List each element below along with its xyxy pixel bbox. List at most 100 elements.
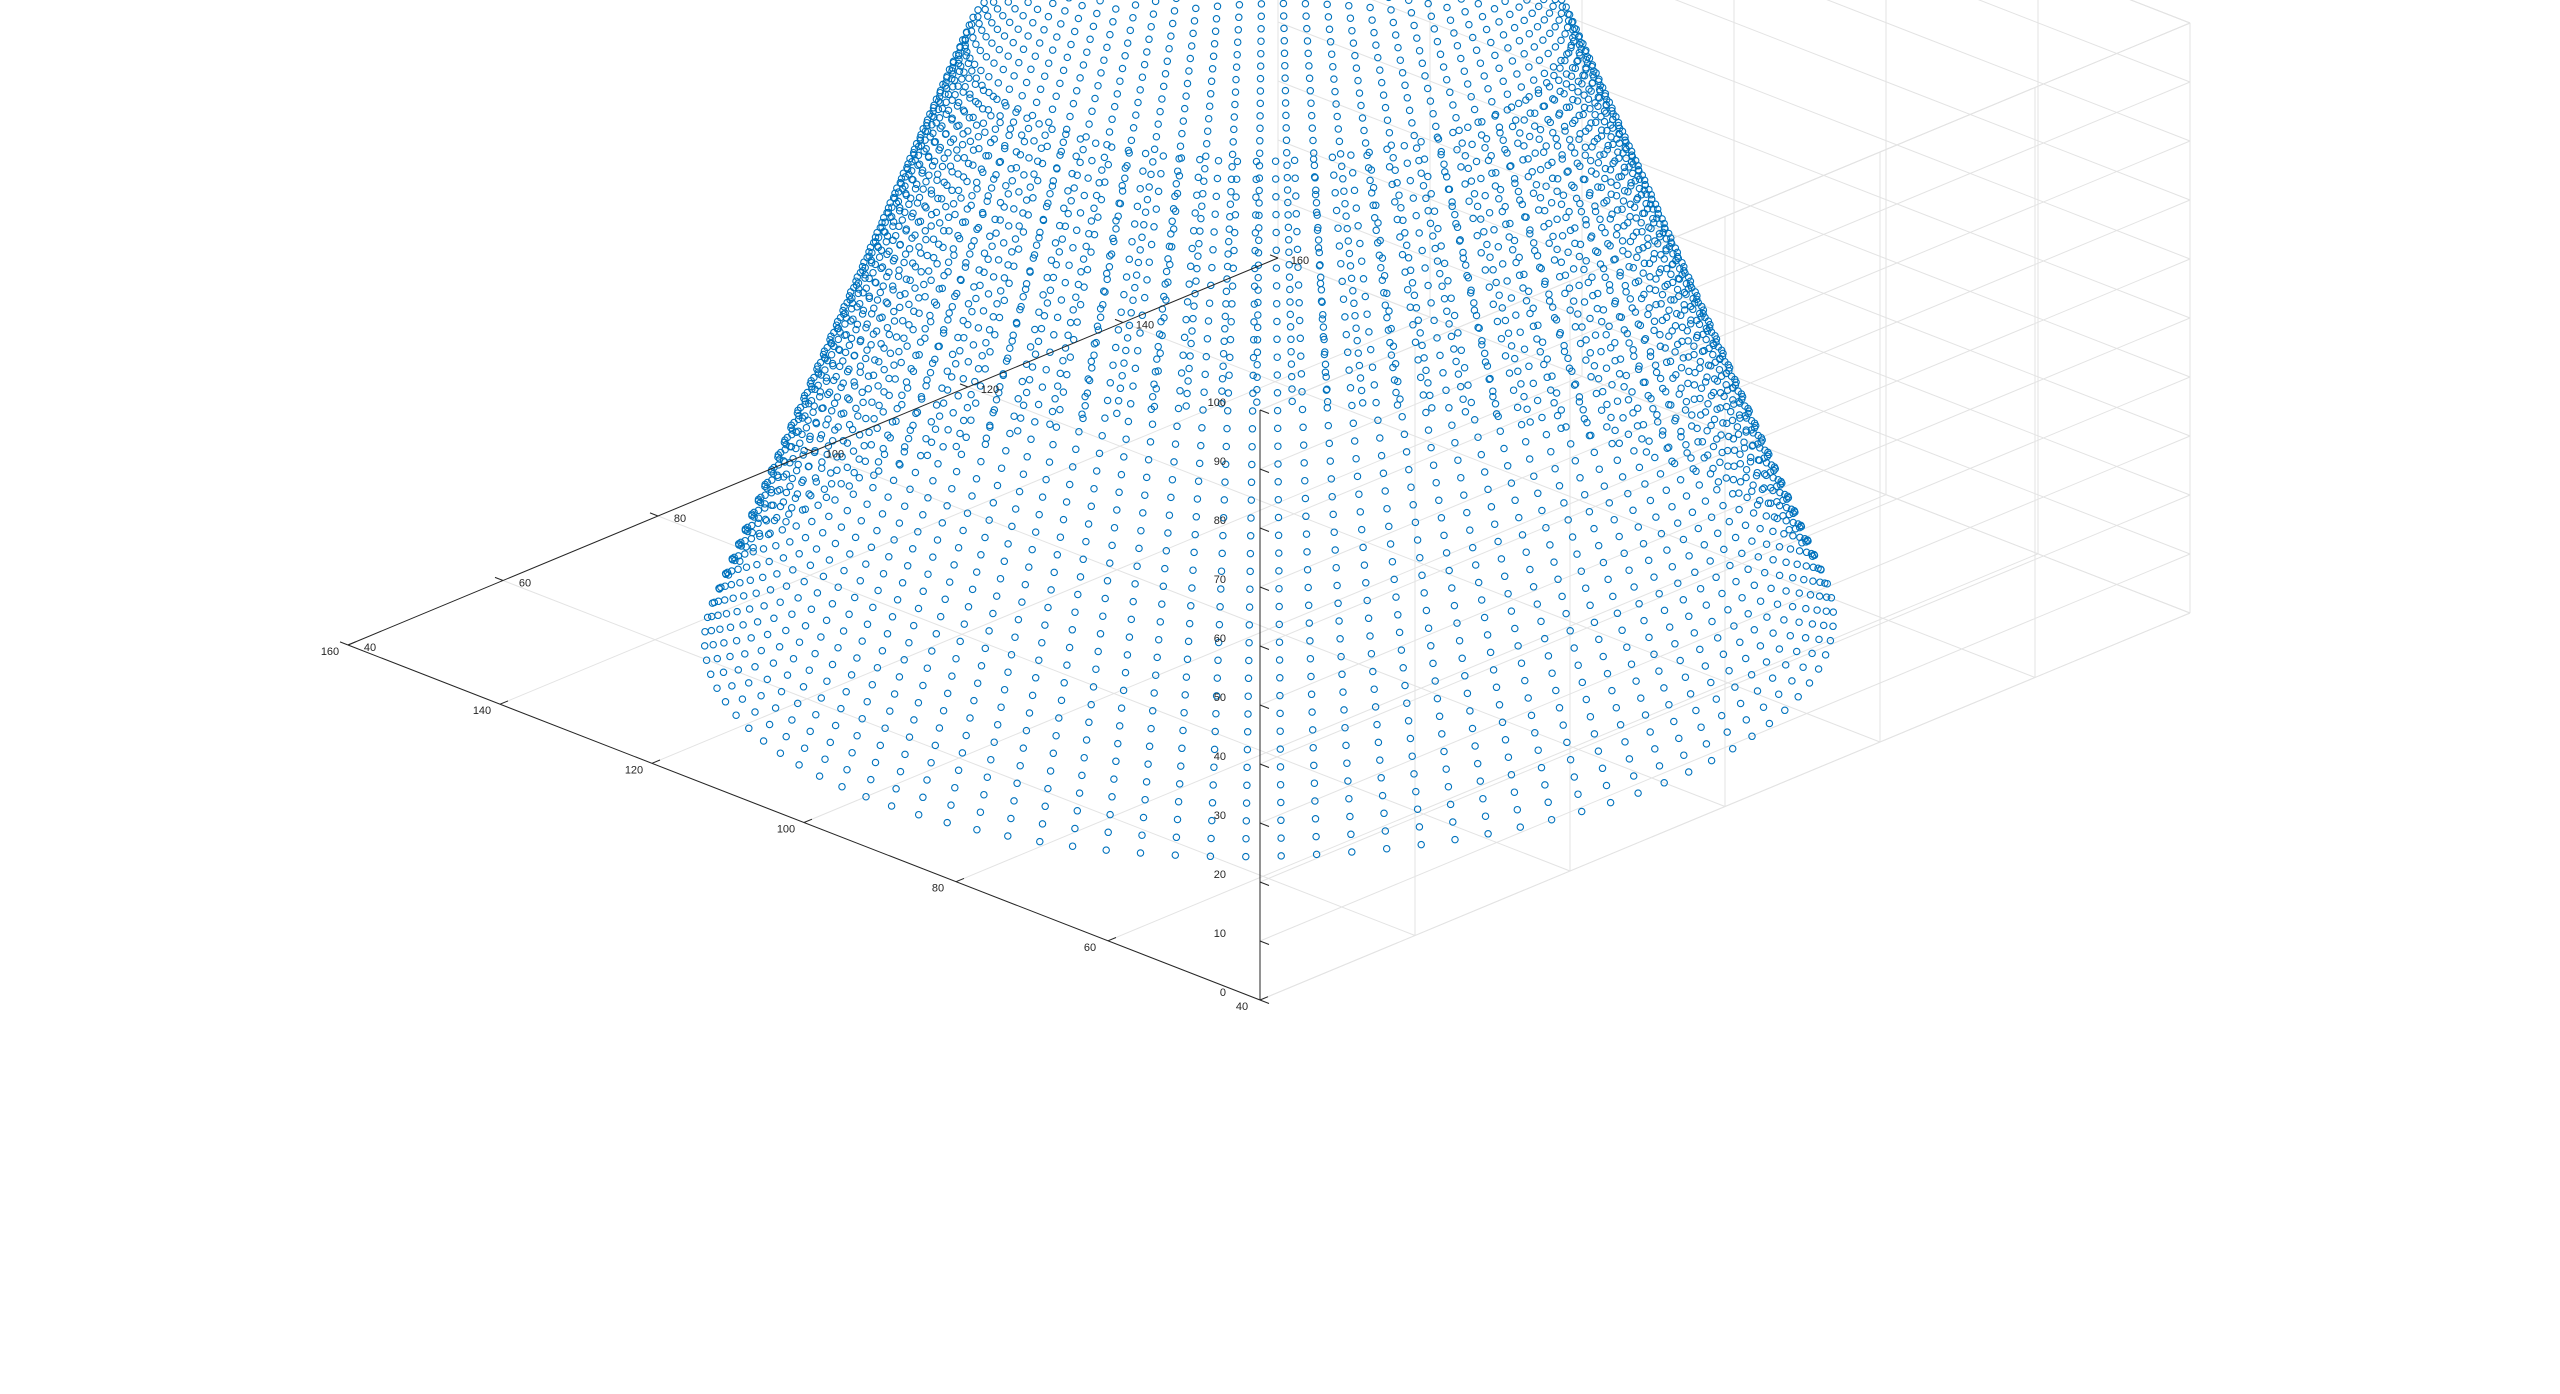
data-point	[900, 502, 909, 510]
data-point	[969, 113, 977, 122]
data-point	[1448, 202, 1456, 211]
data-point	[1577, 207, 1586, 216]
data-point	[1546, 29, 1554, 38]
data-point	[1519, 156, 1527, 164]
data-point	[1618, 626, 1626, 635]
data-point	[1084, 520, 1093, 528]
data-point	[1346, 262, 1355, 270]
data-point	[1594, 747, 1603, 755]
data-point	[1052, 731, 1060, 740]
data-point	[1221, 325, 1229, 333]
data-point	[1410, 291, 1419, 300]
data-point	[1031, 325, 1039, 334]
data-point	[1754, 456, 1763, 464]
data-point	[1276, 780, 1285, 789]
data-point	[1095, 179, 1103, 187]
data-point	[780, 438, 789, 447]
data-point	[1524, 694, 1532, 702]
data-point	[1473, 202, 1482, 211]
data-point	[1059, 388, 1068, 396]
data-point	[1467, 398, 1476, 407]
data-point	[754, 514, 763, 522]
data-point	[1762, 512, 1771, 520]
data-point	[1276, 709, 1284, 718]
data-point	[1198, 202, 1206, 210]
data-point	[983, 12, 992, 20]
data-point	[956, 429, 964, 438]
data-point	[1489, 666, 1498, 674]
data-point	[1277, 834, 1285, 842]
data-point	[1641, 480, 1649, 488]
data-point	[1486, 253, 1494, 261]
data-point	[1380, 271, 1389, 280]
data-point	[1001, 141, 1009, 150]
data-point	[879, 569, 888, 578]
data-point	[1600, 482, 1609, 490]
data-point	[1492, 683, 1501, 692]
data-point	[1120, 453, 1128, 461]
z-tick-label: 70	[1214, 574, 1226, 586]
data-point	[856, 577, 865, 585]
data-point	[1000, 296, 1009, 305]
data-point	[1607, 178, 1615, 186]
data-point	[1503, 149, 1511, 157]
data-point	[1136, 849, 1145, 857]
data-point	[1295, 299, 1303, 307]
data-point	[1520, 116, 1528, 124]
data-point	[932, 95, 941, 103]
data-point	[1391, 198, 1399, 206]
data-point	[1066, 318, 1075, 327]
data-point	[1422, 408, 1430, 417]
data-point	[1361, 292, 1370, 301]
data-point	[867, 341, 875, 349]
data-point	[1794, 693, 1802, 701]
data-point	[1370, 214, 1379, 222]
data-point	[1282, 148, 1291, 157]
data-point	[733, 607, 741, 616]
data-point	[974, 6, 982, 14]
data-point	[886, 199, 894, 207]
data-point	[1090, 484, 1098, 493]
data-point	[1012, 163, 1021, 172]
data-point	[1011, 5, 1019, 13]
data-point	[1553, 187, 1561, 196]
data-point	[1480, 468, 1489, 476]
data-point	[1526, 109, 1535, 117]
data-point	[1495, 195, 1503, 203]
data-point	[1572, 194, 1581, 203]
data-point	[1277, 816, 1285, 825]
data-point	[943, 181, 951, 190]
data-point	[1377, 451, 1386, 460]
data-point	[1499, 136, 1507, 144]
data-point	[1561, 127, 1569, 135]
data-point	[1123, 161, 1131, 170]
data-point	[996, 216, 1004, 224]
data-point	[1499, 77, 1507, 86]
data-point	[1613, 397, 1622, 405]
data-point	[1214, 638, 1223, 647]
data-point	[1299, 423, 1307, 432]
data-point	[1615, 173, 1623, 181]
data-point	[1359, 275, 1368, 283]
data-point	[1580, 415, 1589, 423]
data-point	[1374, 416, 1382, 425]
data-point	[994, 256, 1003, 264]
data-point	[1107, 250, 1116, 258]
data-point	[1564, 354, 1572, 363]
data-point	[802, 423, 811, 432]
data-point	[1434, 224, 1442, 233]
data-point	[951, 210, 959, 219]
data-point	[761, 515, 770, 524]
data-point	[1168, 217, 1176, 226]
data-point	[1631, 308, 1640, 316]
data-point	[812, 545, 821, 553]
data-point	[1419, 391, 1428, 399]
data-point	[1095, 449, 1104, 458]
data-point	[1667, 401, 1675, 409]
data-point	[1249, 371, 1257, 380]
data-point	[1287, 347, 1295, 356]
data-point	[1560, 122, 1569, 131]
data-point	[999, 239, 1008, 247]
data-point	[861, 354, 870, 363]
data-point	[850, 378, 858, 386]
